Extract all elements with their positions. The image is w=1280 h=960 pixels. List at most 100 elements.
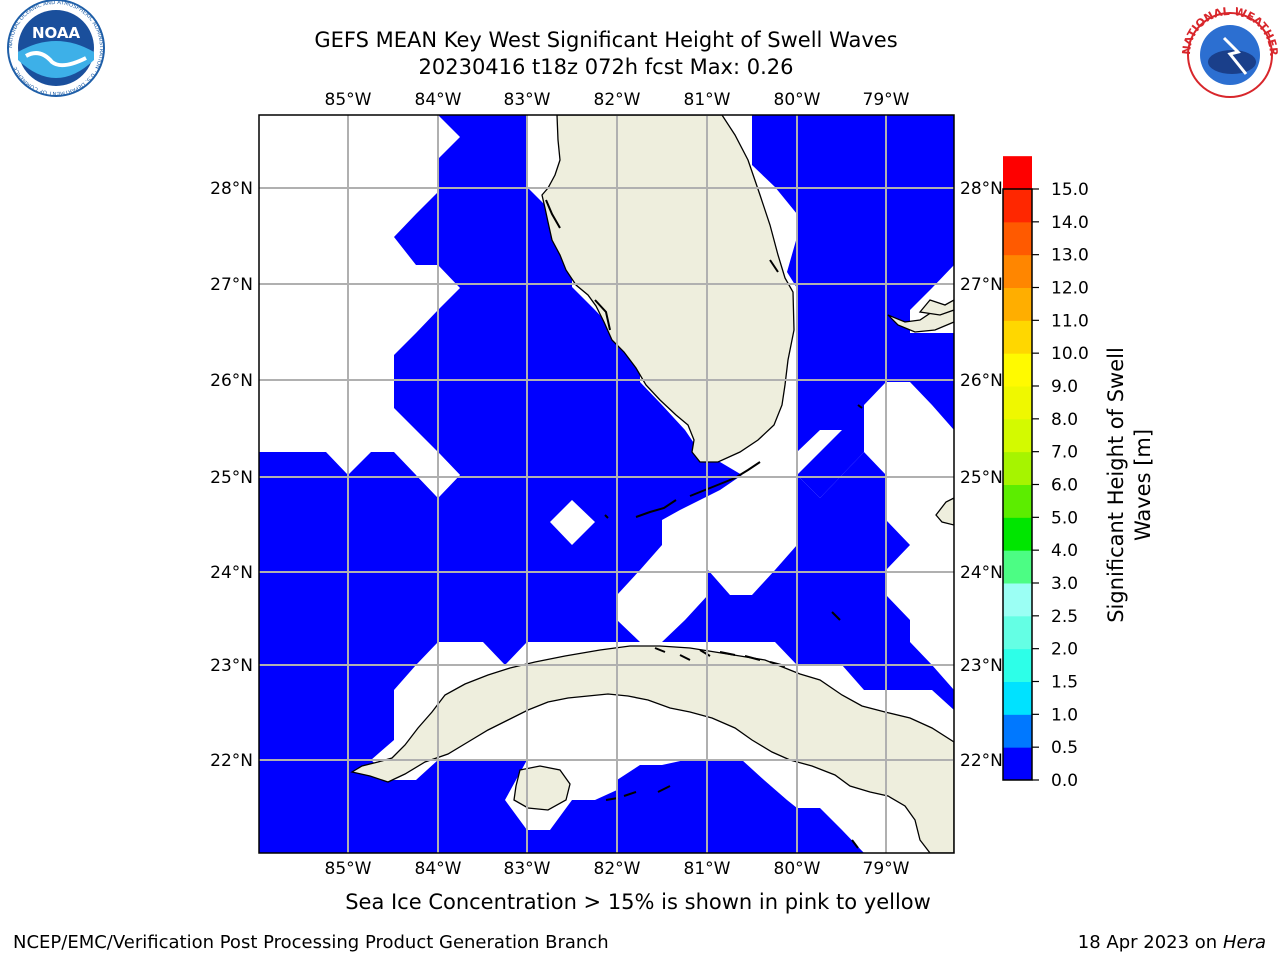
colorbar-swatch xyxy=(1003,615,1032,650)
lon-label-bottom: 81°W xyxy=(684,859,731,879)
lat-label-left: 27°N xyxy=(210,275,253,295)
colorbar-swatch xyxy=(1003,156,1032,190)
key-island-6 xyxy=(699,649,711,657)
lon-label-top: 79°W xyxy=(863,90,910,110)
chart-title: GEFS MEAN Key West Significant Height of… xyxy=(314,28,898,52)
lat-label-left: 22°N xyxy=(210,751,253,771)
graticule xyxy=(259,115,954,853)
swell-region-1 xyxy=(259,115,864,853)
colorbar-tick-label: 1.0 xyxy=(1051,705,1078,725)
longitude-labels-bottom: 85°W 84°W 83°W 82°W 81°W 80°W 79°W xyxy=(325,859,910,879)
colorbar-tick-label: 14.0 xyxy=(1051,213,1089,233)
longitude-labels-top: 85°W 84°W 83°W 82°W 81°W 80°W 79°W xyxy=(325,90,910,110)
latitude-labels-left: 22°N 23°N 24°N 25°N 26°N 27°N 28°N xyxy=(210,179,253,771)
colorbar-tick-label: 4.0 xyxy=(1051,541,1078,561)
lon-label-bottom: 79°W xyxy=(863,859,910,879)
colorbar-swatch xyxy=(1003,714,1032,748)
lon-label-top: 81°W xyxy=(684,90,731,110)
noaa-logo-text: NOAA xyxy=(32,24,81,42)
colorbar-swatch xyxy=(1003,517,1032,551)
lat-label-left: 26°N xyxy=(210,371,253,391)
colorbar-label-line2: Waves [m] xyxy=(1131,429,1155,541)
lat-label-left: 24°N xyxy=(210,563,253,583)
footer-credit: NCEP/EMC/Verification Post Processing Pr… xyxy=(13,932,609,953)
latitude-labels-right: 22°N 23°N 24°N 25°N 26°N 27°N 28°N xyxy=(960,179,1003,771)
footer-host: Hera xyxy=(1222,932,1266,953)
lon-label-bottom: 80°W xyxy=(774,859,821,879)
key-island-7 xyxy=(719,651,736,656)
key-island-14 xyxy=(657,785,671,793)
nws-logo: NATIONAL WEATHER SERVICE xyxy=(0,0,1280,98)
colorbar-swatch xyxy=(1003,221,1032,256)
key-island-5 xyxy=(679,654,691,661)
sea-ice-footnote: Sea Ice Concentration > 15% is shown in … xyxy=(345,890,931,914)
lat-label-left: 25°N xyxy=(210,468,253,488)
colorbar-tick-label: 5.0 xyxy=(1051,508,1078,528)
key-island-13 xyxy=(623,791,637,797)
key-island-4 xyxy=(654,647,666,653)
colorbar-swatch xyxy=(1003,320,1032,354)
colorbar-swatch xyxy=(1003,648,1032,682)
bahamas-andros-land xyxy=(935,497,954,526)
colorbar-tick-label: 11.0 xyxy=(1051,311,1089,331)
colorbar-label-line1: Significant Height of Swell xyxy=(1104,347,1128,623)
colorbar-swatch xyxy=(1003,189,1032,223)
colorbar-swatch xyxy=(1003,254,1032,288)
abaco-land xyxy=(918,299,954,316)
footer-date-text: 18 Apr 2023 on xyxy=(1077,932,1223,953)
land-layer xyxy=(350,115,954,853)
colorbar-tick-label: 2.5 xyxy=(1051,607,1078,627)
colorbar-swatch xyxy=(1003,386,1032,420)
lon-label-bottom: 83°W xyxy=(504,859,551,879)
lat-label-right: 23°N xyxy=(960,656,1003,676)
colorbar-swatch xyxy=(1003,583,1032,617)
colorbar-tick-label: 9.0 xyxy=(1051,377,1078,397)
colorbar-tick-label: 12.0 xyxy=(1051,279,1089,299)
florida-land xyxy=(541,115,795,463)
colorbar-swatch xyxy=(1003,681,1032,715)
nws-ring-text: NATIONAL WEATHER SERVICE xyxy=(0,0,1280,57)
lat-label-right: 27°N xyxy=(960,275,1003,295)
lon-label-top: 84°W xyxy=(415,90,462,110)
colorbar-swatch xyxy=(1003,747,1032,781)
map-frame xyxy=(258,114,955,854)
lon-label-bottom: 85°W xyxy=(325,859,372,879)
lon-label-top: 85°W xyxy=(325,90,372,110)
lon-label-top: 83°W xyxy=(504,90,551,110)
colorbar-swatch xyxy=(1003,418,1032,453)
colorbar-tick-label: 6.0 xyxy=(1051,476,1078,496)
key-island-17 xyxy=(594,299,611,331)
colorbar-swatch xyxy=(1003,550,1032,584)
colorbar-tick-label: 7.0 xyxy=(1051,443,1078,463)
colorbar-tick-label: 15.0 xyxy=(1051,180,1089,200)
lon-label-bottom: 82°W xyxy=(594,859,641,879)
colorbar-swatch xyxy=(1003,484,1032,518)
key-island-16 xyxy=(545,199,561,229)
colorbar-tick-label: 8.0 xyxy=(1051,410,1078,430)
cuba-land xyxy=(350,645,954,853)
lat-label-right: 26°N xyxy=(960,371,1003,391)
key-island-8 xyxy=(744,655,761,661)
swell-region-3 xyxy=(662,452,954,710)
key-island-18 xyxy=(769,259,779,273)
map-area xyxy=(259,115,954,853)
swell-height-field xyxy=(259,115,954,853)
key-island-10 xyxy=(831,611,841,621)
colorbar-tick-label: 10.0 xyxy=(1051,344,1089,364)
colorbar-tick-label: 0.5 xyxy=(1051,738,1078,758)
lon-label-top: 80°W xyxy=(774,90,821,110)
no-data-hole-1 xyxy=(550,500,595,545)
swell-region-2 xyxy=(752,115,954,498)
key-island-3 xyxy=(604,514,609,519)
colorbar-tick-label: 3.0 xyxy=(1051,574,1078,594)
colorbar: 0.0 0.5 1.0 1.5 2.0 2.5 3.0 4.0 5.0 6.0 7.0 8.0 9.0 1… xyxy=(1002,156,1089,791)
lon-label-top: 82°W xyxy=(594,90,641,110)
lat-label-right: 22°N xyxy=(960,751,1003,771)
colorbar-swatch xyxy=(1003,353,1032,387)
colorbar-tick-label: 2.0 xyxy=(1051,640,1078,660)
colorbar-swatch xyxy=(1003,451,1032,485)
key-island-15 xyxy=(857,404,863,409)
footer-date: 18 Apr 2023 on Hera xyxy=(1078,932,1266,953)
colorbar-tick-label: 13.0 xyxy=(1051,246,1089,266)
